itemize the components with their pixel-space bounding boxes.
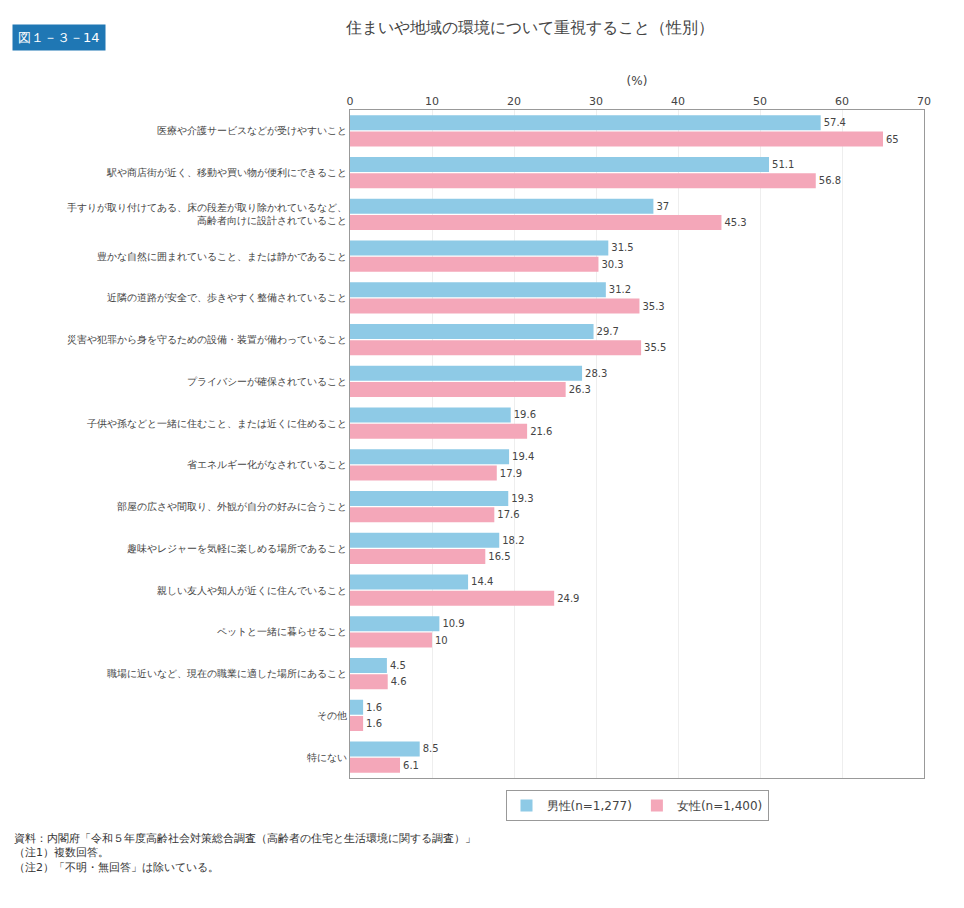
svg-text:災害や犯罪から身を守るための設備・装置が備わっていること: 災害や犯罪から身を守るための設備・装置が備わっていること <box>67 334 347 345</box>
svg-text:19.4: 19.4 <box>512 451 534 462</box>
svg-text:19.6: 19.6 <box>514 409 536 420</box>
svg-text:31.2: 31.2 <box>609 284 631 295</box>
svg-text:17.6: 17.6 <box>497 509 519 520</box>
svg-text:4.6: 4.6 <box>391 676 407 687</box>
svg-text:45.3: 45.3 <box>724 217 746 228</box>
svg-text:50: 50 <box>753 95 767 108</box>
svg-text:20: 20 <box>507 95 521 108</box>
svg-text:職場に近いなど、現在の職業に適した場所にあること: 職場に近いなど、現在の職業に適した場所にあること <box>107 668 347 679</box>
svg-text:1.6: 1.6 <box>366 718 382 729</box>
svg-text:男性(n=1,277): 男性(n=1,277) <box>547 799 632 813</box>
svg-text:16.5: 16.5 <box>488 551 510 562</box>
svg-text:28.3: 28.3 <box>585 368 607 379</box>
svg-text:14.4: 14.4 <box>471 576 493 587</box>
svg-text:ペットと一緒に暮らせること: ペットと一緒に暮らせること <box>217 626 347 637</box>
svg-text:4.5: 4.5 <box>390 660 406 671</box>
svg-text:40: 40 <box>671 95 685 108</box>
svg-text:70: 70 <box>917 95 931 108</box>
svg-text:30.3: 30.3 <box>601 259 623 270</box>
svg-text:37: 37 <box>656 201 669 212</box>
svg-text:35.3: 35.3 <box>642 301 664 312</box>
svg-text:駅や商店街が近く、移動や買い物が便利にできること: 駅や商店街が近く、移動や買い物が便利にできること <box>106 167 347 178</box>
svg-text:豊かな自然に囲まれていること、または静かであること: 豊かな自然に囲まれていること、または静かであること <box>97 251 347 262</box>
svg-text:手すりが取り付けてある、床の段差が取り除かれているなど、高齢: 手すりが取り付けてある、床の段差が取り除かれているなど、高齢者向けに設計されてい… <box>67 202 347 226</box>
svg-text:17.9: 17.9 <box>500 468 522 479</box>
svg-text:56.8: 56.8 <box>819 175 841 186</box>
svg-text:(%): (%) <box>627 74 648 88</box>
svg-text:1.6: 1.6 <box>366 702 382 713</box>
svg-text:子供や孫などと一緒に住むこと、または近くに住めること: 子供や孫などと一緒に住むこと、または近くに住めること <box>87 418 347 429</box>
svg-text:特にない: 特にない <box>307 752 347 763</box>
svg-text:趣味やレジャーを気軽に楽しめる場所であること: 趣味やレジャーを気軽に楽しめる場所であること <box>127 543 347 554</box>
svg-text:医療や介護サービスなどが受けやすいこと: 医療や介護サービスなどが受けやすいこと <box>157 125 347 136</box>
svg-text:その他: その他 <box>317 710 347 721</box>
svg-text:24.9: 24.9 <box>557 593 579 604</box>
svg-text:省エネルギー化がなされていること: 省エネルギー化がなされていること <box>187 459 347 470</box>
svg-text:部屋の広さや間取り、外観が自分の好みに合うこと: 部屋の広さや間取り、外観が自分の好みに合うこと <box>117 501 347 512</box>
svg-text:親しい友人や知人が近くに住んでいること: 親しい友人や知人が近くに住んでいること <box>157 585 347 596</box>
svg-text:女性(n=1,400): 女性(n=1,400) <box>677 799 762 813</box>
svg-text:60: 60 <box>835 95 849 108</box>
svg-text:29.7: 29.7 <box>597 326 619 337</box>
svg-text:35.5: 35.5 <box>644 342 666 353</box>
svg-text:10.9: 10.9 <box>442 618 464 629</box>
svg-text:プライバシーが確保されていること: プライバシーが確保されていること <box>187 376 347 387</box>
svg-text:10: 10 <box>425 95 439 108</box>
svg-text:21.6: 21.6 <box>530 426 552 437</box>
svg-text:31.5: 31.5 <box>611 242 633 253</box>
svg-text:57.4: 57.4 <box>824 117 846 128</box>
svg-text:18.2: 18.2 <box>502 535 524 546</box>
svg-text:26.3: 26.3 <box>569 384 591 395</box>
svg-text:65: 65 <box>886 134 899 145</box>
svg-text:近隣の道路が安全で、歩きやすく整備されていること: 近隣の道路が安全で、歩きやすく整備されていること <box>107 292 347 303</box>
svg-text:10: 10 <box>435 635 448 646</box>
svg-text:0: 0 <box>347 95 354 108</box>
svg-text:51.1: 51.1 <box>772 159 794 170</box>
svg-text:住まいや地域の環境について重視すること（性別）: 住まいや地域の環境について重視すること（性別） <box>345 18 714 37</box>
svg-text:図１－３－14: 図１－３－14 <box>18 30 100 45</box>
svg-text:8.5: 8.5 <box>423 743 439 754</box>
svg-text:6.1: 6.1 <box>403 760 419 771</box>
svg-text:資料：内閣府「令和５年度高齢社会対策総合調査（高齢者の住宅と: 資料：内閣府「令和５年度高齢社会対策総合調査（高齢者の住宅と生活環境に関する調査… <box>14 832 476 874</box>
svg-text:30: 30 <box>589 95 603 108</box>
svg-text:19.3: 19.3 <box>511 493 533 504</box>
